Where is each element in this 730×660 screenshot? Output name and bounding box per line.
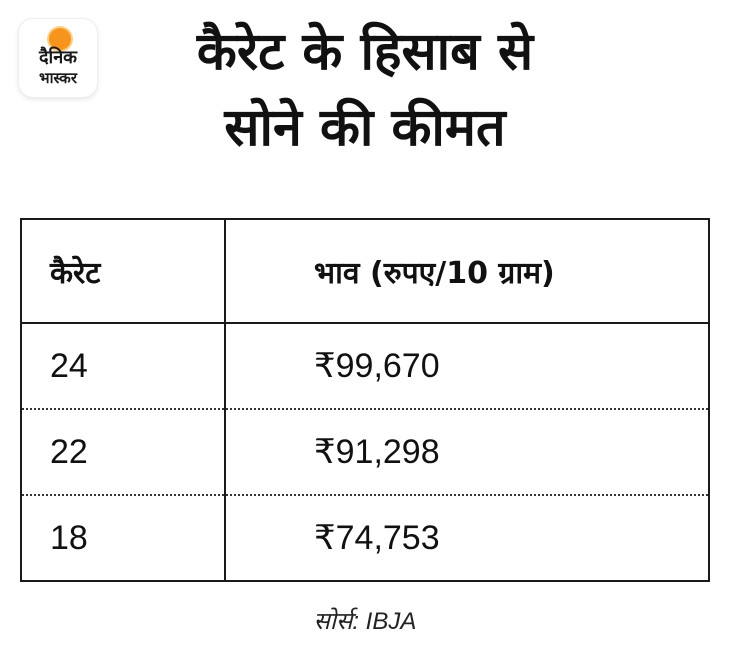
dainik-bhaskar-logo: दैनिक भास्कर <box>19 19 97 97</box>
logo-text-line2: भास्कर <box>39 69 77 87</box>
gold-rate-table: कैरेट भाव (रुपए/10 ग्राम) 24 ₹99,670 22 … <box>20 218 710 582</box>
header-price: भाव (रुपए/10 ग्राम) <box>314 255 555 291</box>
price-cell: ₹91,298 <box>314 433 440 471</box>
logo-text-line1: दैनिक <box>38 47 78 68</box>
page-title: कैरेट के हिसाब से सोने की कीमत <box>100 14 630 166</box>
price-cell: ₹74,753 <box>314 519 440 557</box>
sun-icon <box>49 28 71 50</box>
title-line-1: कैरेट के हिसाब से <box>196 22 534 82</box>
price-cell: ₹99,670 <box>314 347 440 385</box>
carat-cell: 24 <box>50 346 88 385</box>
carat-cell: 22 <box>50 432 88 471</box>
source-credit: सोर्स: IBJA <box>313 608 417 635</box>
carat-cell: 18 <box>50 518 88 557</box>
header-carat: कैरेट <box>50 255 101 291</box>
table-row: 24 ₹99,670 <box>22 324 708 410</box>
table-row: 18 ₹74,753 <box>22 496 708 580</box>
title-line-2: सोने की कीमत <box>224 98 506 158</box>
column-divider <box>224 220 226 580</box>
table-row: 22 ₹91,298 <box>22 410 708 496</box>
table-header-row: कैरेट भाव (रुपए/10 ग्राम) <box>22 220 708 324</box>
